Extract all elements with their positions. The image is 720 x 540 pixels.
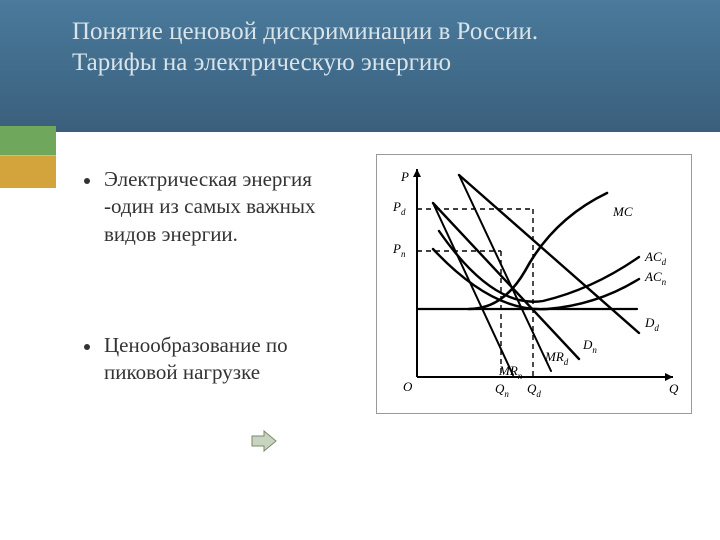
bullet-icon — [84, 344, 90, 350]
slide-title: Понятие ценовой дискриминации в России. … — [72, 16, 680, 79]
bullet-text-2: Ценообразование по пиковой нагрузке — [104, 332, 364, 387]
chart-svg: OQPPdPnQnQdDdDnMRdMRnMCACdACn — [383, 161, 683, 407]
svg-text:O: O — [403, 379, 413, 394]
title-line-1: Понятие ценовой дискриминации в России. — [72, 18, 538, 45]
title-line-2: Тарифы на электрическую энергию — [72, 49, 451, 76]
svg-text:Pn: Pn — [392, 241, 406, 259]
svg-text:Qd: Qd — [527, 381, 541, 399]
svg-text:P: P — [400, 169, 409, 184]
svg-text:Dd: Dd — [644, 315, 659, 333]
slide-header: Понятие ценовой дискриминации в России. … — [0, 0, 720, 132]
svg-text:MC: MC — [612, 204, 633, 219]
svg-text:Qn: Qn — [495, 381, 509, 399]
svg-text:ACn: ACn — [644, 269, 667, 287]
svg-text:Q: Q — [669, 381, 679, 396]
bullet-list: Электрическая энергия -один из самых важ… — [84, 166, 364, 470]
svg-text:ACd: ACd — [644, 249, 667, 267]
list-item: Электрическая энергия -один из самых важ… — [84, 166, 364, 248]
slide-body: Электрическая энергия -один из самых важ… — [0, 150, 720, 540]
bullet-icon — [84, 178, 90, 184]
arrow-right-icon — [250, 430, 278, 452]
svg-text:MRn: MRn — [498, 363, 523, 381]
svg-text:Dn: Dn — [582, 337, 597, 355]
list-item: Ценообразование по пиковой нагрузке — [84, 332, 364, 387]
bullet-text-1: Электрическая энергия -один из самых важ… — [104, 166, 364, 248]
arrow-shape — [252, 431, 276, 451]
svg-text:Pd: Pd — [392, 199, 406, 217]
economics-chart: OQPPdPnQnQdDdDnMRdMRnMCACdACn — [376, 154, 692, 414]
